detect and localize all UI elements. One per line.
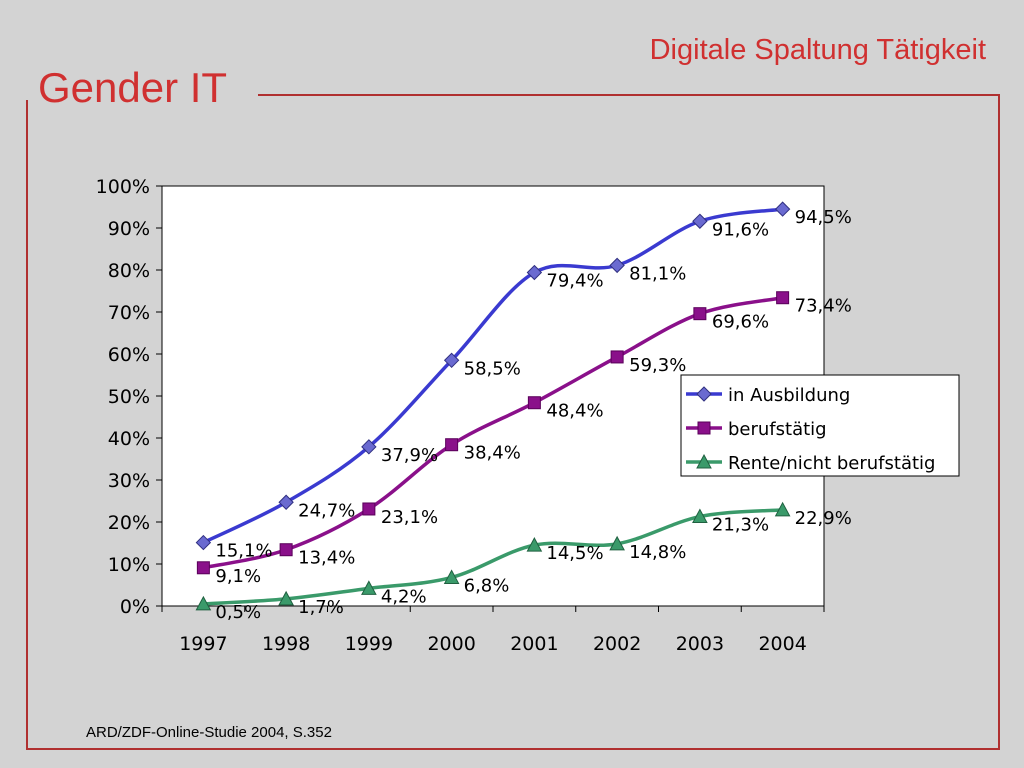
data-point-marker — [692, 213, 708, 229]
y-tick-label: 50% — [108, 386, 150, 408]
data-point-marker — [610, 350, 624, 364]
data-point-marker — [692, 508, 708, 524]
legend-entry: in Ausbildung — [728, 385, 850, 406]
x-tick-label: 2003 — [676, 633, 724, 655]
y-tick-label: 100% — [96, 176, 150, 198]
data-label: 58,5% — [464, 358, 521, 379]
slide-title: Gender IT — [38, 64, 228, 111]
data-label: 14,5% — [546, 543, 603, 564]
legend-box — [680, 374, 960, 477]
y-tick-label: 20% — [108, 512, 150, 534]
legend-marker — [697, 421, 711, 435]
data-point-marker — [195, 534, 212, 551]
x-tick-label: 1998 — [262, 633, 310, 655]
y-tick-label: 0% — [120, 596, 150, 618]
series-line-3 — [203, 508, 783, 606]
legend-marker — [696, 386, 712, 402]
x-tick-label: 2001 — [510, 633, 558, 655]
data-labels: 15,1% 24,7% 37,9% 58,5% 79,4% 81,1% 91,6% 94,5%… — [215, 207, 851, 623]
y-tick-label: 40% — [108, 428, 150, 450]
data-point-marker — [278, 590, 294, 606]
data-label: 21,3% — [712, 515, 769, 536]
y-tick-label: 60% — [108, 344, 150, 366]
x-tick-label: 2002 — [593, 633, 641, 655]
series-markers — [195, 201, 791, 611]
series-lines — [202, 207, 783, 606]
frame-line-right — [998, 94, 1000, 750]
data-label: 94,5% — [795, 207, 852, 228]
y-tick-label: 10% — [108, 554, 150, 576]
data-point-marker — [361, 439, 377, 455]
y-tick-label: 90% — [108, 218, 150, 240]
data-point-marker — [195, 595, 212, 611]
series-line-2 — [203, 296, 783, 570]
data-point-marker — [196, 561, 210, 575]
data-label: 38,4% — [464, 443, 521, 464]
data-point-marker — [362, 502, 376, 516]
data-point-marker — [526, 264, 543, 281]
legend-entry: Rente/nicht berufstätig — [728, 453, 935, 474]
data-point-marker — [445, 438, 459, 452]
data-point-marker — [278, 494, 294, 510]
x-tick-label: 2000 — [427, 633, 475, 655]
data-label: 91,6% — [712, 219, 769, 240]
data-point-marker — [609, 535, 625, 551]
slide-subtitle: Digitale Spaltung Tätigkeit — [649, 34, 986, 66]
data-label: 23,1% — [381, 507, 438, 528]
data-label: 79,4% — [546, 271, 603, 292]
data-point-marker — [526, 537, 543, 552]
data-point-marker — [527, 396, 541, 410]
frame-line-top — [258, 94, 1000, 96]
data-label: 14,8% — [629, 542, 686, 563]
data-point-marker — [609, 257, 625, 274]
data-label: 24,7% — [298, 500, 355, 521]
legend-entry: berufstätig — [728, 419, 827, 440]
data-point-marker — [774, 201, 791, 217]
data-point-marker — [361, 580, 377, 595]
data-label: 6,8% — [464, 575, 510, 596]
data-point-marker — [443, 569, 460, 584]
data-point-marker — [279, 543, 293, 557]
data-point-marker — [774, 501, 791, 517]
data-point-marker — [443, 352, 460, 369]
axes: 0% 10% 20% 30% 40% 50% 60% 70% 80% 90% 100% 1997 199… — [96, 176, 825, 655]
data-label: 48,4% — [546, 401, 603, 422]
source-note: ARD/ZDF-Online-Studie 2004, S.352 — [86, 724, 332, 741]
x-tick-label: 2004 — [758, 633, 806, 655]
y-tick-label: 30% — [108, 470, 150, 492]
data-label: 9,1% — [215, 566, 261, 587]
frame-line-bottom — [26, 748, 1000, 750]
series-line-1 — [202, 207, 783, 545]
data-label: 37,9% — [381, 445, 438, 466]
data-label: 0,5% — [215, 602, 261, 623]
data-label: 1,7% — [298, 597, 344, 618]
legend-marker — [696, 453, 712, 469]
data-label: 4,2% — [381, 586, 427, 607]
data-point-marker — [776, 291, 790, 305]
y-tick-label: 70% — [108, 302, 150, 324]
frame-line-left — [26, 100, 28, 750]
data-label: 81,1% — [629, 263, 686, 284]
x-tick-label: 1997 — [179, 633, 227, 655]
x-tick-label: 1999 — [345, 633, 393, 655]
data-label: 13,4% — [298, 548, 355, 569]
data-label: 73,4% — [795, 296, 852, 317]
data-label: 15,1% — [215, 541, 272, 562]
data-label: 22,9% — [795, 508, 852, 529]
data-label: 69,6% — [712, 312, 769, 333]
data-point-marker — [693, 307, 707, 321]
data-label: 59,3% — [629, 355, 686, 376]
y-tick-label: 80% — [108, 260, 150, 282]
legend: in Ausbildung berufstätig Rente/nicht beru… — [680, 374, 960, 477]
